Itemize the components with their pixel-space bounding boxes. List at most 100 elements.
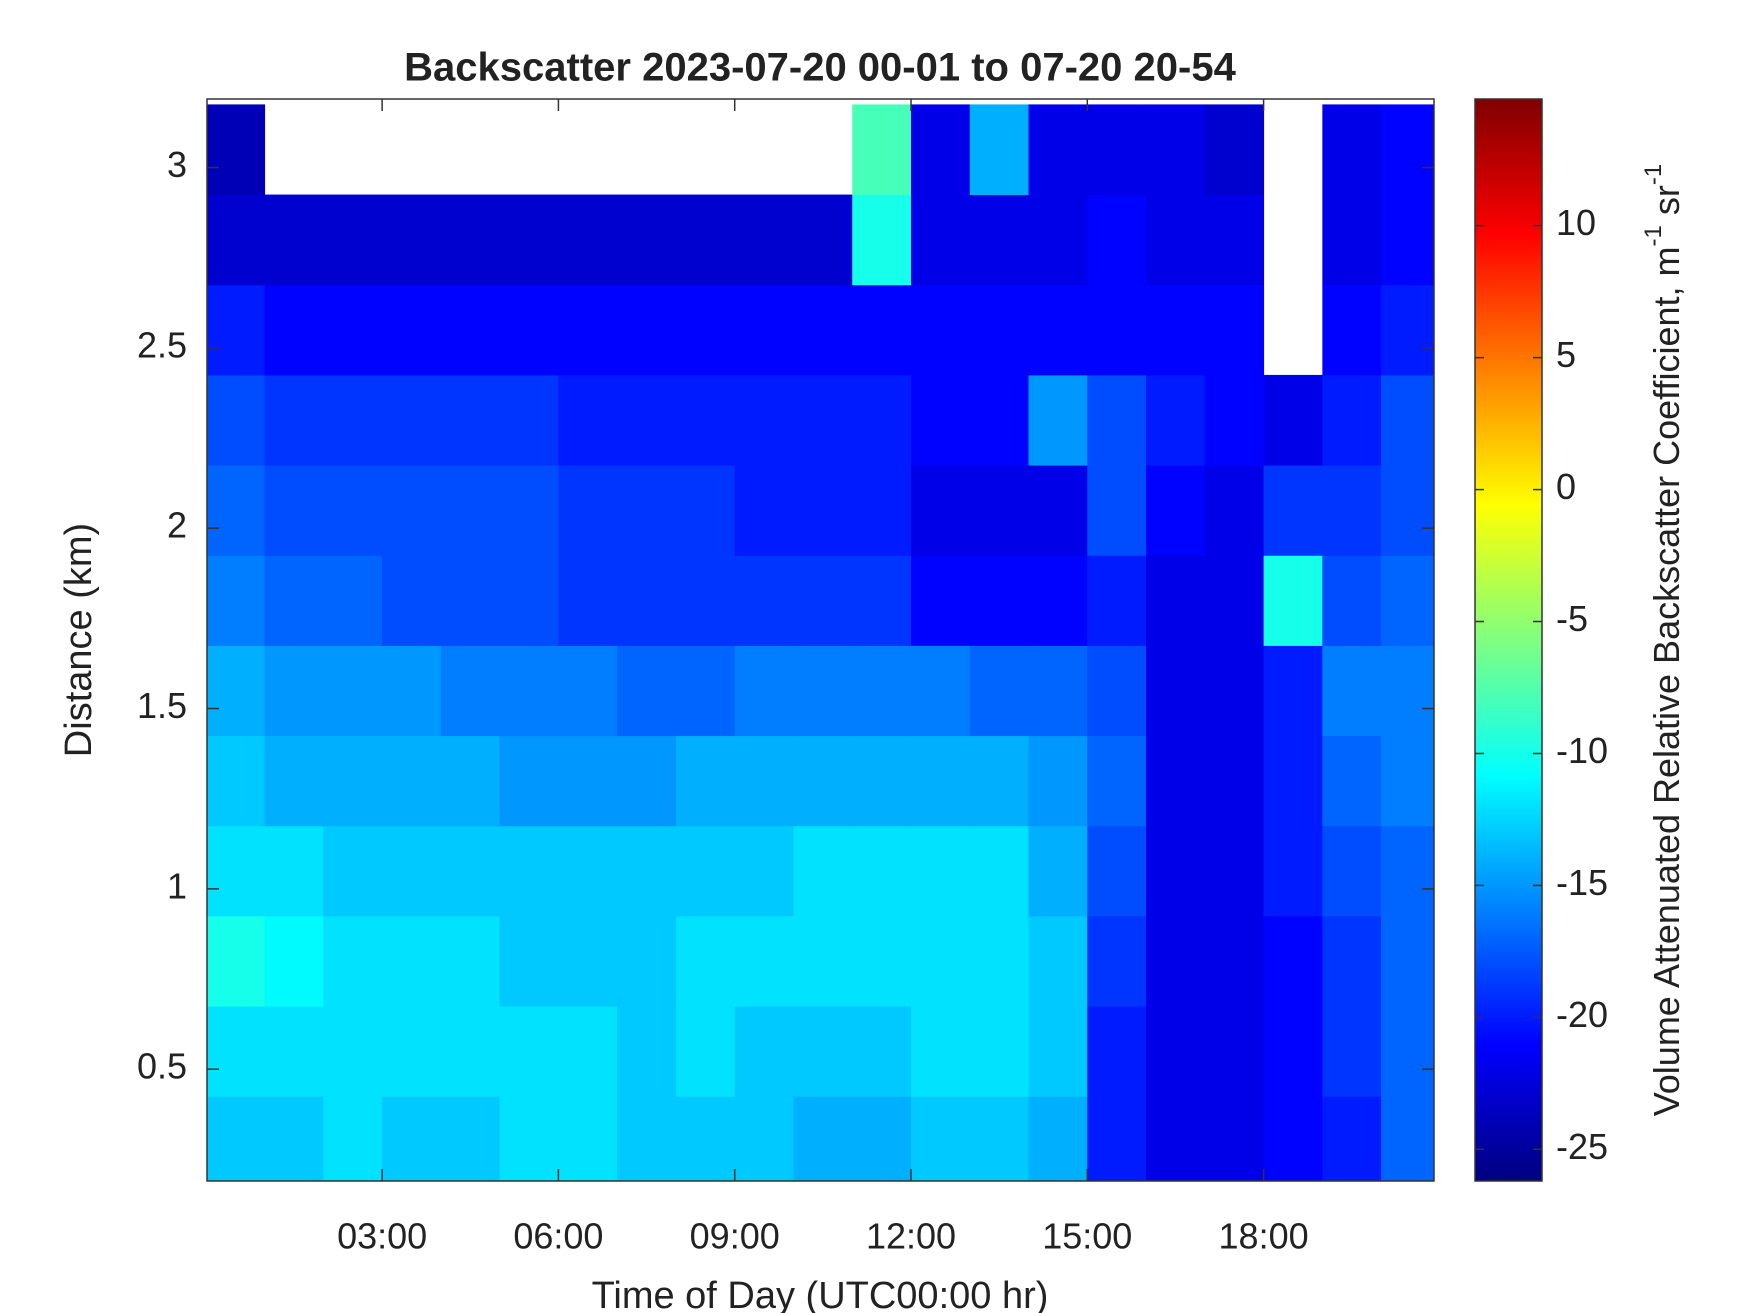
heatmap-cell xyxy=(264,194,324,286)
heatmap-cell xyxy=(207,555,266,646)
heatmap-cell xyxy=(1204,104,1265,196)
heatmap-cell xyxy=(852,465,912,556)
heatmap-cell xyxy=(1322,645,1382,737)
heatmap-cell xyxy=(734,374,794,466)
heatmap-cell xyxy=(440,1006,501,1097)
heatmap-cell xyxy=(558,555,618,646)
heatmap-cell xyxy=(617,465,677,556)
heatmap-cell xyxy=(1087,374,1147,466)
heatmap-cell xyxy=(852,915,912,1007)
heatmap-cell xyxy=(382,374,442,466)
heatmap-cell xyxy=(1381,1096,1434,1181)
heatmap-cell xyxy=(793,284,853,376)
colorbar-tick-label: -5 xyxy=(1556,598,1588,639)
heatmap-cell xyxy=(734,1006,794,1097)
heatmap-cell xyxy=(1263,465,1323,556)
heatmap-cell xyxy=(499,465,559,556)
heatmap-cell xyxy=(734,194,794,286)
heatmap-cell xyxy=(323,465,383,556)
heatmap-cell xyxy=(1204,1096,1265,1181)
heatmap-cell xyxy=(1263,735,1323,827)
heatmap-cell xyxy=(910,915,971,1007)
heatmap-cell xyxy=(910,645,971,737)
heatmap-cell xyxy=(1087,1096,1147,1181)
x-tick-label: 18:00 xyxy=(1219,1216,1309,1257)
heatmap-cell xyxy=(793,1006,853,1097)
heatmap-cell xyxy=(264,645,324,737)
heatmap-cell xyxy=(323,735,383,827)
heatmap-cell xyxy=(1322,555,1382,646)
heatmap-cell xyxy=(558,1006,618,1097)
heatmap-cell xyxy=(1028,284,1088,376)
heatmap-cell xyxy=(1204,374,1265,466)
heatmap-cell xyxy=(1204,284,1265,376)
colorbar-tick-label: 0 xyxy=(1556,466,1576,507)
heatmap-cell xyxy=(734,825,794,917)
heatmap-cell xyxy=(323,825,383,917)
colorbar-tick-label: -25 xyxy=(1556,1126,1608,1167)
heatmap-cell xyxy=(1087,645,1147,737)
x-tick-label: 06:00 xyxy=(513,1216,603,1257)
heatmap-cell xyxy=(969,915,1030,1007)
heatmap-cell xyxy=(1322,374,1382,466)
heatmap-cell xyxy=(207,104,266,196)
heatmap-cell xyxy=(675,915,736,1007)
heatmap-cell xyxy=(1146,915,1206,1007)
x-tick-label: 15:00 xyxy=(1042,1216,1132,1257)
heatmap-cell xyxy=(617,555,677,646)
heatmap-cell xyxy=(617,1096,677,1181)
colorbar-label-part: sr xyxy=(1646,185,1687,225)
heatmap-cell xyxy=(1146,1006,1206,1097)
heatmap-cell xyxy=(382,735,442,827)
heatmap-cell xyxy=(969,374,1030,466)
heatmap-cell xyxy=(1204,735,1265,827)
heatmap-cell xyxy=(382,825,442,917)
heatmap-cell xyxy=(1028,194,1088,286)
heatmap-cell xyxy=(1087,825,1147,917)
heatmap-cell xyxy=(793,194,853,286)
heatmap-cell xyxy=(793,735,853,827)
heatmap-cell xyxy=(1146,555,1206,646)
heatmap-cell xyxy=(1263,1006,1323,1097)
heatmap-cell xyxy=(852,374,912,466)
heatmap-cell xyxy=(558,915,618,1007)
heatmap-cell xyxy=(323,1096,383,1181)
heatmap-cell xyxy=(1322,1006,1382,1097)
heatmap-cell xyxy=(852,104,912,196)
y-tick-label: 2.5 xyxy=(137,324,187,365)
y-tick-label: 1.5 xyxy=(137,685,187,726)
colorbar-tick-label: -15 xyxy=(1556,862,1608,903)
heatmap-cell xyxy=(910,194,971,286)
heatmap-cell xyxy=(207,1096,266,1181)
heatmap-cell xyxy=(440,194,501,286)
heatmap-cell xyxy=(1087,465,1147,556)
heatmap-cell xyxy=(1146,104,1206,196)
heatmap-cell xyxy=(382,465,442,556)
heatmap-cell xyxy=(617,374,677,466)
heatmap-cell xyxy=(675,1006,736,1097)
heatmap-cell xyxy=(264,284,324,376)
heatmap-cell xyxy=(617,735,677,827)
heatmap-cell xyxy=(793,825,853,917)
heatmap-cell xyxy=(1322,1096,1382,1181)
heatmap-cell xyxy=(1381,194,1434,286)
heatmap-cell xyxy=(440,825,501,917)
x-tick-label: 12:00 xyxy=(866,1216,956,1257)
heatmap-cell xyxy=(207,735,266,827)
heatmap-cell xyxy=(675,1096,736,1181)
heatmap-cell xyxy=(1263,915,1323,1007)
heatmap-cell xyxy=(499,1006,559,1097)
heatmap-cell xyxy=(1087,1006,1147,1097)
heatmap-cell xyxy=(1087,915,1147,1007)
heatmap-cell xyxy=(675,194,736,286)
colorbar-tick-label: 5 xyxy=(1556,334,1576,375)
heatmap-cell xyxy=(264,1096,324,1181)
y-tick-label: 2 xyxy=(167,505,187,546)
heatmap-cell xyxy=(1087,284,1147,376)
x-tick-label: 03:00 xyxy=(337,1216,427,1257)
heatmap-cell xyxy=(323,194,383,286)
heatmap-cell xyxy=(323,374,383,466)
heatmap-cell xyxy=(323,645,383,737)
heatmap-cell xyxy=(207,465,266,556)
heatmap-cell xyxy=(1204,555,1265,646)
